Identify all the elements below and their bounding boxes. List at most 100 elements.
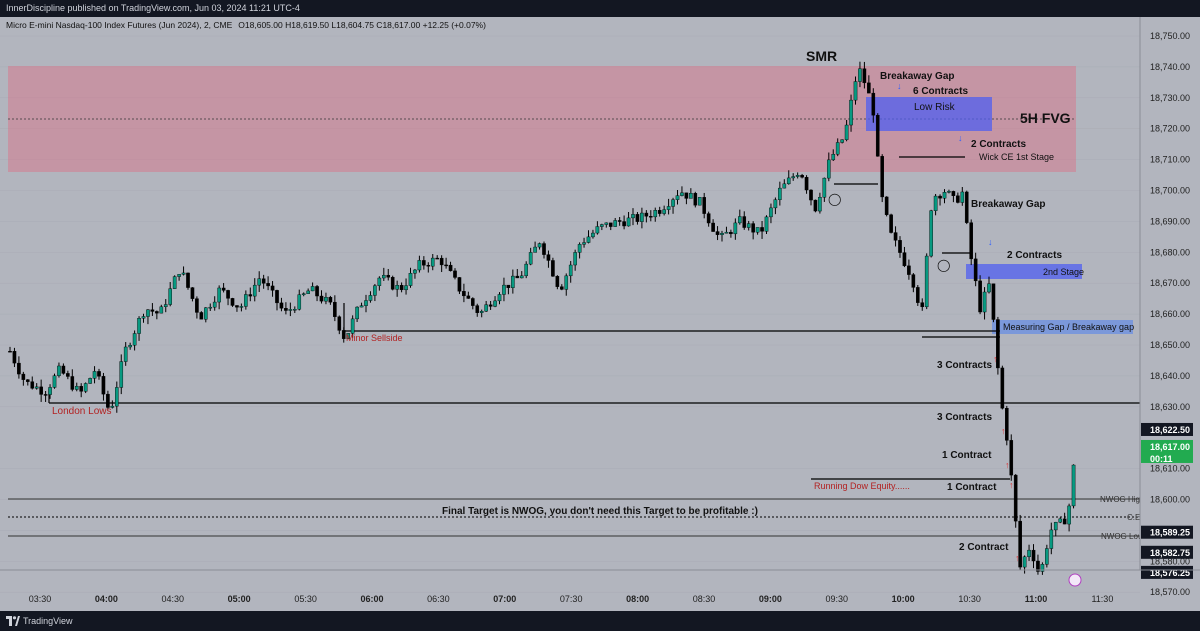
candle-body [595, 226, 600, 234]
candle-body [729, 231, 733, 235]
candle-body [1018, 520, 1022, 568]
x-tick-label: 06:30 [427, 594, 450, 604]
candle-body [947, 191, 951, 193]
y-tick-label: 18,640.00 [1150, 371, 1190, 381]
second-stage-box [966, 264, 1082, 279]
x-tick-label: 09:00 [759, 594, 782, 604]
candle-body [715, 231, 720, 235]
candle-body [288, 309, 293, 311]
contracts-3a-label: 3 Contracts [937, 360, 992, 371]
candle-body [203, 307, 208, 320]
candle-body [1040, 564, 1045, 572]
candle-body [875, 114, 880, 157]
x-tick-label: 07:30 [560, 594, 583, 604]
y-tick-label: 18,730.00 [1150, 93, 1190, 103]
x-tick-label: 04:00 [95, 594, 118, 604]
contract-1a-label: 1 Contract [942, 450, 992, 461]
candle-body [929, 210, 933, 257]
candle-body [849, 99, 853, 126]
price-chart[interactable]: ↓ ↓ ↓ ↑ ↑ ↑ ↑ ↑ SMR 5H FVG Breakaway Gap 6 Cont… [0, 17, 1200, 611]
contract-2-label: 2 Contract [959, 542, 1009, 553]
candle-body [212, 301, 217, 308]
candle-body [261, 278, 266, 284]
entry-arrow-icon: ↓ [897, 81, 902, 91]
candle-body [26, 379, 30, 382]
candle-body [119, 361, 124, 388]
low-risk-box [866, 97, 992, 131]
candle-body [622, 221, 626, 227]
candle-body [680, 192, 684, 196]
x-tick-label: 10:30 [958, 594, 981, 604]
candle-body [662, 209, 666, 214]
y-tick-label: 18,710.00 [1150, 155, 1190, 165]
bulb-icon: ◯ [828, 192, 841, 206]
candle-body [871, 92, 876, 116]
x-tick-label: 11:00 [1025, 594, 1048, 604]
candle-body [57, 365, 61, 376]
candle-body [827, 159, 831, 179]
y-tick-label: 18,580.00 [1150, 556, 1190, 566]
y-tick-label: 18,680.00 [1150, 247, 1190, 257]
annotations: SMR 5H FVG Breakaway Gap 6 Contracts Low… [52, 48, 1144, 587]
y-tick-label: 18,600.00 [1150, 495, 1190, 505]
candle-body [368, 295, 373, 301]
candle-body [484, 304, 488, 312]
candle-body [942, 192, 947, 199]
contracts-6-label: 6 Contracts [913, 86, 968, 97]
candle-body [217, 287, 221, 303]
smr-label: SMR [806, 48, 837, 64]
y-tick-label: 18,750.00 [1150, 31, 1190, 41]
price-axis[interactable] [1140, 17, 1200, 570]
candle-body [582, 242, 586, 245]
candle-body [555, 276, 560, 287]
candle-body [978, 280, 982, 313]
candle-body [506, 284, 511, 288]
candle-body [466, 295, 471, 299]
measuring-gap-label: Measuring Gap / Breakaway gap [1003, 322, 1134, 332]
candle-body [66, 373, 70, 377]
candle-body [417, 260, 422, 271]
price-tag-label: 18,576.25 [1150, 568, 1190, 578]
bolt-icon[interactable] [1068, 573, 1082, 587]
candle-body [1022, 556, 1027, 568]
candle-body [853, 81, 858, 101]
candle-body [293, 309, 297, 311]
candle-body [626, 217, 631, 227]
candle-body [337, 316, 342, 331]
candle-body [786, 177, 791, 185]
candle-body [479, 311, 484, 313]
price-tag-label: 00:11 [1150, 454, 1173, 464]
candle-body [657, 210, 662, 214]
candle-body [706, 213, 711, 224]
candle-body [1058, 518, 1062, 523]
candle-body [1036, 560, 1040, 572]
candle-body [310, 286, 315, 292]
candle-body [675, 195, 680, 200]
price-tag-bg [1141, 451, 1193, 463]
candle-body [519, 275, 524, 279]
candle-body [600, 224, 604, 227]
candle-body [1067, 505, 1071, 525]
candle-body [132, 333, 137, 346]
candle-body [809, 189, 813, 201]
candle-body [377, 277, 382, 286]
candle-body [155, 311, 159, 314]
candle-body [902, 252, 907, 267]
candle-body [778, 187, 782, 200]
candle-body [248, 294, 253, 297]
zones [8, 66, 1133, 334]
exit-arrow-icon: ↑ [1015, 553, 1020, 563]
price-tag-label: 18,582.75 [1150, 548, 1190, 558]
candle-body [724, 231, 729, 234]
candle-body [83, 383, 88, 392]
y-tick-label: 18,660.00 [1150, 309, 1190, 319]
candle-body [916, 287, 920, 303]
candle-body [693, 193, 698, 206]
candle-body [671, 199, 675, 207]
footer-brand: TradingView [23, 616, 73, 626]
candle-body [390, 277, 395, 290]
candle-body [893, 232, 898, 241]
candle-body [835, 142, 840, 155]
candle-body [101, 376, 106, 395]
candle-body [386, 274, 391, 278]
